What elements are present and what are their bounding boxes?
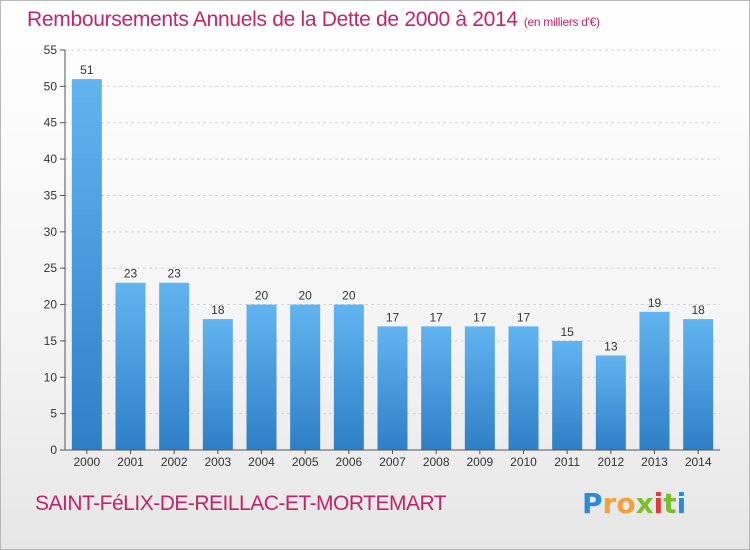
bar (115, 282, 146, 450)
data-label: 20 (342, 289, 356, 303)
data-label: 20 (298, 289, 312, 303)
axes: 0 5 10 15 20 25 30 35 40 45 50 55 2000 2001 2002 2003 20… (44, 43, 720, 469)
data-label: 17 (429, 310, 443, 324)
y-tick-label: 25 (44, 261, 58, 275)
x-tick-label: 2001 (117, 455, 144, 469)
data-label: 19 (648, 296, 662, 310)
logo-letter: o (616, 487, 636, 520)
data-label: 18 (691, 303, 705, 317)
data-label: 13 (604, 339, 618, 353)
y-tick-label: 10 (44, 370, 58, 384)
y-tick-label: 20 (44, 298, 58, 312)
data-label: 20 (255, 289, 269, 303)
bar (333, 304, 364, 450)
data-label: 23 (167, 267, 181, 281)
x-tick-label: 2008 (423, 455, 450, 469)
y-tick-label: 35 (44, 188, 58, 202)
x-tick-label: 2005 (292, 455, 319, 469)
chart-unit-note: (en milliers d'€) (523, 15, 600, 29)
y-tick-label: 5 (50, 407, 57, 421)
y-tick-label: 15 (44, 334, 58, 348)
y-tick-label: 40 (44, 152, 58, 166)
logo-letter: i (676, 487, 687, 520)
proxiti-logo[interactable]: Proxiti (582, 487, 686, 520)
bar (595, 355, 626, 450)
x-tick-label: 2004 (248, 455, 275, 469)
bar (464, 326, 495, 450)
data-label: 18 (211, 303, 225, 317)
bar (377, 326, 408, 450)
bar (508, 326, 539, 450)
logo-letter: t (663, 487, 677, 520)
data-label: 23 (124, 267, 138, 281)
data-label: 17 (473, 310, 487, 324)
logo-letter: x (635, 487, 654, 520)
data-label: 51 (80, 63, 94, 77)
chart-title-text: Remboursements Annuels de la Dette de 20… (27, 8, 518, 31)
logo-letter: r (602, 487, 617, 520)
bar (290, 304, 321, 450)
bar (71, 79, 102, 450)
data-label: 17 (517, 310, 531, 324)
y-tick-label: 55 (44, 43, 58, 57)
bar (159, 282, 190, 450)
x-tick-label: 2002 (161, 455, 188, 469)
data-label: 17 (386, 310, 400, 324)
y-tick-label: 45 (44, 116, 58, 130)
commune-name: SAINT-FéLIX-DE-REILLAC-ET-MORTEMART (35, 492, 447, 515)
x-tick-label: 2013 (641, 455, 668, 469)
x-tick-label: 2012 (597, 455, 624, 469)
y-tick-label: 0 (50, 443, 57, 457)
logo-letter: i (653, 487, 664, 520)
logo-letter: P (582, 487, 603, 520)
bars: 51 23 23 18 20 20 20 17 17 17 17 15 13 19 18 (71, 63, 714, 450)
bar (552, 340, 583, 450)
x-tick-label: 2007 (379, 455, 406, 469)
x-tick-label: 2011 (554, 455, 580, 469)
x-tick-label: 2006 (335, 455, 362, 469)
x-tick-label: 2010 (510, 455, 537, 469)
x-tick-label: 2003 (204, 455, 231, 469)
y-tick-label: 50 (44, 79, 58, 93)
y-tick-label: 30 (44, 225, 58, 239)
x-tick-label: 2014 (685, 455, 712, 469)
chart-title: Remboursements Annuels de la Dette de 20… (27, 8, 600, 32)
x-tick-label: 2000 (73, 455, 100, 469)
x-tick-label: 2009 (466, 455, 493, 469)
bar (639, 311, 670, 450)
data-label: 15 (560, 325, 574, 339)
bar (421, 326, 452, 450)
bar (683, 319, 714, 450)
bar (202, 319, 233, 450)
bar (246, 304, 277, 450)
